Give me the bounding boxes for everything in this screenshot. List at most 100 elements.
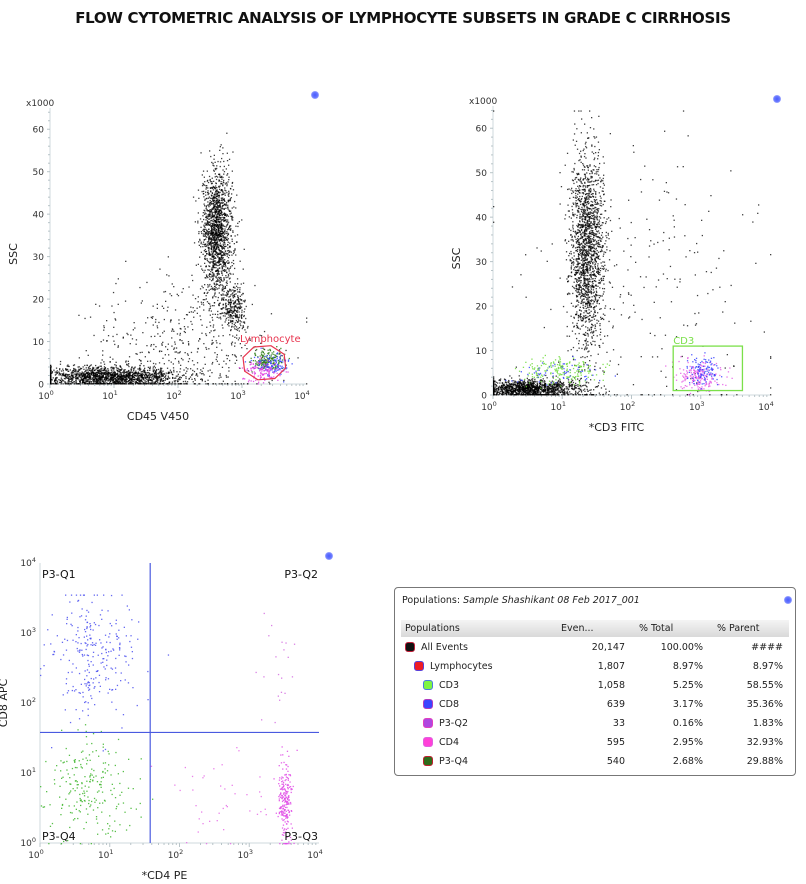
y-tick-label: 10 bbox=[33, 338, 45, 348]
event-point bbox=[228, 319, 230, 321]
event-point bbox=[212, 250, 215, 252]
event-point bbox=[212, 197, 214, 199]
event-point bbox=[196, 312, 198, 314]
event-point bbox=[264, 359, 266, 362]
event-point bbox=[265, 368, 267, 370]
event-point bbox=[164, 354, 166, 356]
event-point bbox=[221, 178, 223, 180]
event-point bbox=[242, 300, 244, 302]
event-point bbox=[205, 289, 207, 291]
event-point bbox=[215, 187, 217, 189]
event-point bbox=[119, 373, 121, 376]
event-point bbox=[217, 160, 219, 163]
event-point bbox=[218, 317, 220, 319]
event-point bbox=[209, 262, 211, 264]
event-point bbox=[160, 378, 162, 380]
event-point bbox=[232, 295, 234, 297]
event-point bbox=[100, 383, 103, 385]
event-point bbox=[219, 216, 221, 219]
event-point bbox=[216, 354, 218, 356]
tick-base: 10 bbox=[102, 392, 114, 402]
event-point bbox=[60, 377, 62, 379]
event-point bbox=[229, 242, 231, 244]
event-point bbox=[171, 330, 173, 332]
event-point bbox=[214, 235, 216, 237]
event-point bbox=[177, 383, 180, 385]
event-point bbox=[71, 370, 74, 372]
event-point bbox=[197, 263, 199, 265]
event-point bbox=[200, 246, 202, 248]
event-point bbox=[94, 372, 97, 374]
event-point bbox=[150, 316, 152, 318]
event-point bbox=[130, 383, 132, 385]
event-point bbox=[93, 378, 95, 381]
event-point bbox=[223, 171, 226, 173]
event-point bbox=[521, 392, 523, 394]
event-point bbox=[168, 275, 170, 277]
event-point bbox=[221, 260, 223, 262]
event-point bbox=[277, 363, 280, 365]
event-point bbox=[246, 327, 249, 329]
event-point bbox=[128, 380, 130, 382]
event-point bbox=[156, 383, 158, 385]
event-point bbox=[260, 366, 262, 368]
event-point bbox=[106, 369, 108, 371]
event-point bbox=[122, 375, 124, 378]
event-point bbox=[77, 373, 80, 375]
event-point bbox=[145, 374, 148, 376]
event-point bbox=[185, 383, 187, 385]
event-point bbox=[223, 216, 226, 219]
event-point bbox=[162, 383, 164, 385]
event-point bbox=[123, 379, 126, 381]
event-point bbox=[223, 245, 225, 248]
gate-lymphocyte[interactable] bbox=[242, 345, 287, 381]
event-point bbox=[209, 273, 212, 275]
event-point bbox=[159, 335, 161, 337]
event-point bbox=[192, 373, 194, 375]
event-point bbox=[223, 269, 226, 271]
x-tick-label: 101 bbox=[550, 400, 566, 413]
event-point bbox=[203, 230, 205, 232]
event-point bbox=[230, 311, 233, 313]
event-point bbox=[562, 393, 564, 395]
event-point bbox=[89, 377, 91, 379]
event-point bbox=[106, 382, 108, 384]
event-point bbox=[59, 360, 62, 363]
event-point bbox=[215, 270, 217, 272]
event-point bbox=[207, 379, 209, 381]
event-point bbox=[232, 317, 235, 320]
event-point bbox=[208, 196, 211, 198]
event-point bbox=[173, 286, 175, 288]
event-point bbox=[128, 374, 130, 376]
event-point bbox=[102, 376, 105, 378]
event-point bbox=[278, 365, 280, 367]
event-point bbox=[230, 294, 232, 296]
event-point bbox=[219, 175, 221, 177]
event-point bbox=[141, 379, 143, 381]
event-point bbox=[86, 373, 88, 375]
event-point bbox=[124, 375, 126, 377]
plot-menu-dot-icon[interactable] bbox=[311, 91, 319, 99]
event-point bbox=[270, 360, 273, 362]
event-point bbox=[74, 368, 76, 370]
event-point bbox=[91, 383, 93, 385]
event-point bbox=[69, 369, 71, 371]
event-point bbox=[241, 294, 243, 296]
event-point bbox=[151, 382, 154, 384]
event-point bbox=[120, 379, 122, 381]
event-point bbox=[206, 259, 208, 261]
figure-title: FLOW CYTOMETRIC ANALYSIS OF LYMPHOCYTE S… bbox=[75, 9, 731, 27]
event-point bbox=[210, 330, 212, 332]
event-point bbox=[201, 303, 203, 305]
event-point bbox=[278, 353, 280, 355]
event-point bbox=[223, 193, 225, 195]
event-point bbox=[166, 378, 169, 380]
event-point bbox=[81, 375, 83, 378]
event-point bbox=[154, 321, 157, 323]
event-point bbox=[209, 238, 211, 240]
event-point bbox=[213, 214, 215, 216]
event-point bbox=[235, 319, 238, 322]
event-point bbox=[204, 224, 207, 226]
event-point bbox=[139, 364, 141, 367]
